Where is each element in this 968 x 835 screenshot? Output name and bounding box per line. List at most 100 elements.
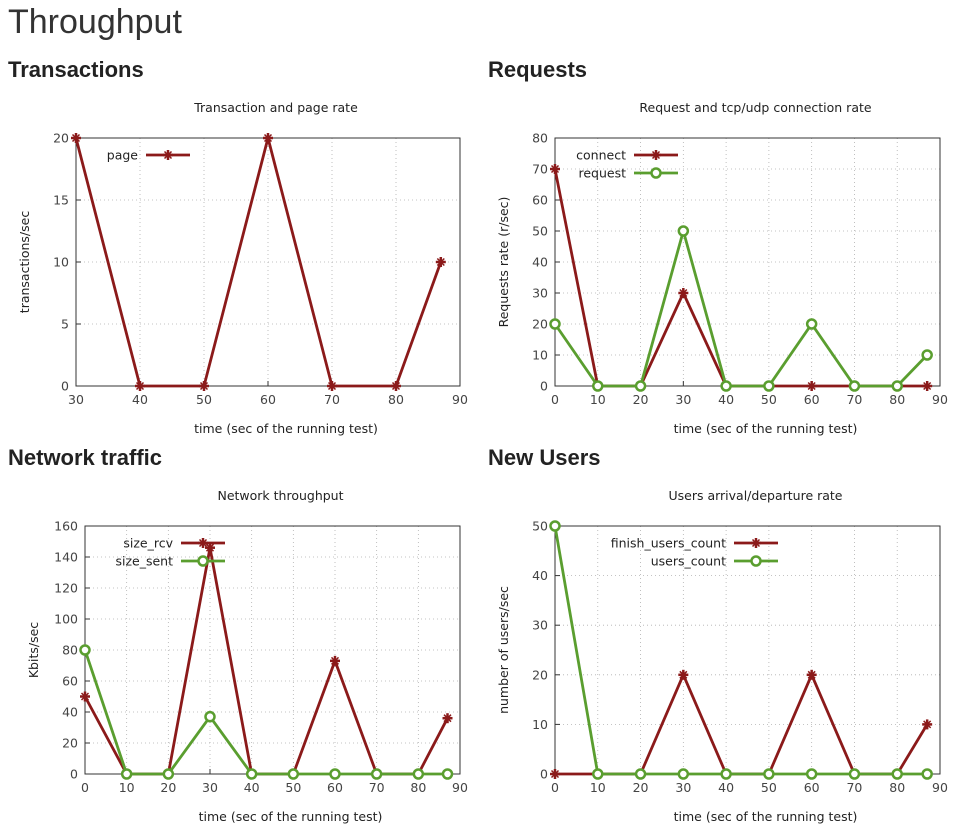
y-tick-label: 20 bbox=[532, 667, 548, 682]
data-point-connect bbox=[678, 288, 689, 298]
marker-d2 bbox=[436, 257, 445, 267]
series-line-size_sent bbox=[83, 649, 448, 776]
y-tick-label: 80 bbox=[62, 643, 78, 658]
y-axis-label: Requests rate (r/sec) bbox=[496, 197, 511, 328]
x-tick-label: 0 bbox=[551, 392, 559, 407]
legend-marker bbox=[651, 150, 661, 160]
data-point-users_count bbox=[634, 768, 647, 780]
x-tick-label: 70 bbox=[324, 392, 340, 407]
legend-label: page bbox=[107, 148, 139, 163]
request-rate-chart: Request and tcp/udp connection rate 0 10 20… bbox=[496, 100, 948, 436]
data-point-connect bbox=[806, 381, 817, 391]
x-tick-label: 50 bbox=[196, 392, 212, 407]
marker-d2 bbox=[923, 720, 932, 729]
data-point-size_sent bbox=[287, 768, 300, 780]
legend-marker bbox=[751, 538, 761, 548]
chart-title: Request and tcp/udp connection rate bbox=[639, 100, 871, 115]
data-point-request bbox=[763, 380, 775, 392]
data-point-request bbox=[891, 380, 903, 392]
data-point-finish_users_count bbox=[806, 669, 817, 680]
page-title: Throughput bbox=[8, 3, 182, 41]
x-tick-label: 60 bbox=[804, 780, 820, 795]
new-users-section: New Users Users arrival/departure rate 0 1… bbox=[488, 445, 968, 835]
data-point-page bbox=[263, 133, 273, 143]
y-tick-label: 140 bbox=[54, 550, 78, 565]
x-tick-label: 20 bbox=[633, 780, 649, 795]
x-tick-label: 90 bbox=[452, 780, 468, 795]
x-tick-label: 90 bbox=[452, 392, 468, 407]
chart-title: Transaction and page rate bbox=[193, 100, 358, 115]
y-tick-label: 30 bbox=[532, 618, 548, 633]
y-tick-label: 10 bbox=[53, 255, 69, 270]
data-point-size_sent bbox=[245, 768, 258, 780]
x-tick-label: 60 bbox=[327, 780, 343, 795]
x-tick-label: 70 bbox=[846, 780, 862, 795]
section-heading-requests: Requests bbox=[488, 57, 588, 82]
section-heading-network-traffic: Network traffic bbox=[8, 445, 163, 470]
x-tick-label: 80 bbox=[388, 392, 404, 407]
data-point-size_rcv bbox=[330, 655, 340, 666]
data-point-page bbox=[391, 381, 401, 391]
marker-d2 bbox=[443, 714, 452, 723]
chart-title: Users arrival/departure rate bbox=[668, 488, 842, 503]
data-point-users_count bbox=[891, 768, 903, 780]
data-point-request bbox=[720, 380, 732, 392]
data-point-size_rcv bbox=[442, 713, 453, 724]
y-tick-label: 30 bbox=[532, 286, 548, 301]
legend-marker bbox=[650, 167, 662, 179]
data-point-page bbox=[435, 257, 446, 267]
y-tick-label: 20 bbox=[532, 317, 548, 332]
data-point-size_sent bbox=[329, 768, 341, 780]
data-point-page bbox=[135, 381, 145, 391]
plot-frame bbox=[554, 525, 941, 775]
x-axis-label: time (sec of the running test) bbox=[194, 421, 378, 436]
data-point-request bbox=[549, 318, 561, 330]
marker-d2 bbox=[550, 164, 560, 174]
marker-d2 bbox=[651, 150, 661, 160]
marker-d2 bbox=[263, 133, 273, 143]
marker-d2 bbox=[391, 381, 401, 391]
x-axis-label: time (sec of the running test) bbox=[199, 809, 383, 824]
y-tick-label: 15 bbox=[53, 193, 69, 208]
legend-marker bbox=[750, 555, 762, 567]
x-tick-label: 70 bbox=[846, 392, 862, 407]
x-tick-label: 10 bbox=[590, 392, 606, 407]
data-point-finish_users_count bbox=[678, 669, 689, 680]
data-point-connect bbox=[550, 164, 560, 174]
data-point-users_count bbox=[549, 520, 561, 532]
legend-label: connect bbox=[576, 148, 626, 163]
y-tick-label: 40 bbox=[532, 255, 548, 270]
marker-d2 bbox=[199, 381, 209, 391]
y-tick-label: 50 bbox=[532, 519, 548, 534]
y-axis-label: number of users/sec bbox=[496, 586, 511, 714]
x-tick-label: 30 bbox=[68, 392, 84, 407]
x-tick-label: 30 bbox=[675, 780, 691, 795]
data-point-request bbox=[848, 380, 861, 392]
x-tick-label: 40 bbox=[244, 780, 260, 795]
data-point-size_sent bbox=[370, 768, 383, 780]
marker-d2 bbox=[330, 656, 340, 665]
data-point-connect bbox=[922, 381, 933, 391]
marker-d2 bbox=[751, 538, 761, 548]
legend-marker bbox=[197, 555, 209, 567]
x-tick-label: 50 bbox=[761, 780, 777, 795]
requests-section: Requests Request and tcp/udp connection … bbox=[488, 57, 968, 447]
network-throughput-chart: Network throughput 0 10 20 30 40 50 60 70 80 90 0 20… bbox=[26, 488, 468, 824]
y-tick-label: 10 bbox=[532, 348, 548, 363]
network-traffic-section: Network traffic Network throughput 0 10 20 3… bbox=[8, 445, 488, 835]
x-tick-label: 90 bbox=[932, 392, 948, 407]
y-tick-label: 60 bbox=[62, 674, 78, 689]
y-tick-label: 0 bbox=[540, 767, 548, 782]
y-tick-label: 100 bbox=[54, 612, 78, 627]
x-tick-label: 30 bbox=[675, 392, 691, 407]
data-point-users_count bbox=[805, 768, 818, 780]
y-tick-label: 20 bbox=[62, 736, 78, 751]
marker-d2 bbox=[163, 150, 173, 160]
data-point-users_count bbox=[848, 768, 861, 780]
x-tick-label: 90 bbox=[932, 780, 948, 795]
legend-label: users_count bbox=[651, 554, 726, 569]
y-tick-label: 0 bbox=[540, 379, 548, 394]
data-point-size_sent bbox=[120, 768, 133, 780]
data-point-size_rcv bbox=[80, 691, 90, 702]
data-point-request bbox=[677, 225, 690, 237]
